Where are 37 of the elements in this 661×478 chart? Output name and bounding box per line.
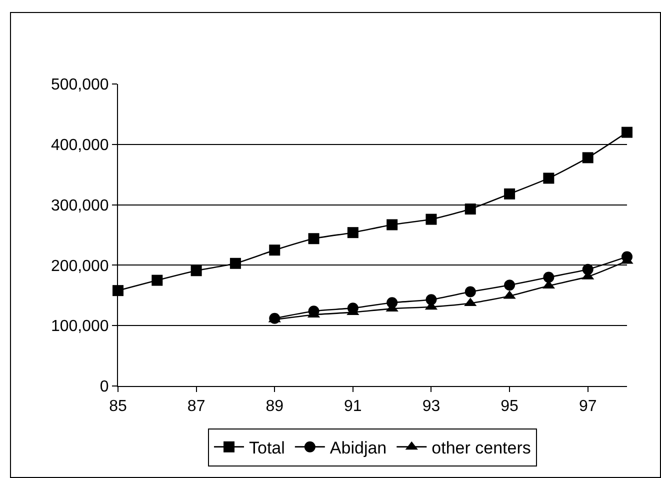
point [426,294,437,306]
y-tick-label: 500,000 [50,76,109,94]
point [308,233,320,244]
x-tick-label: 93 [422,398,440,416]
y-tick-label: 100,000 [50,318,109,336]
point [190,265,202,276]
point [112,285,124,296]
y-tick-label: 300,000 [50,197,109,214]
point [386,297,398,308]
point [543,172,554,184]
x-tick-label: 95 [500,398,519,416]
x-tick-label: 85 [109,398,127,416]
point [230,258,241,269]
y-tick-label: 200,000 [50,258,109,275]
legend-label: other centers [432,438,531,458]
y-tick-label: 0 [100,378,109,396]
point [426,214,437,225]
point [464,204,476,215]
point [152,274,163,286]
x-tick-label: 97 [578,398,597,416]
point [386,219,398,230]
legend-label: Total [249,438,285,458]
x-tick-label: 89 [266,398,284,416]
point [504,280,516,291]
x-tick-label: 87 [187,398,206,416]
point [504,188,516,200]
point [464,286,476,298]
y-tick-label: 400,000 [50,137,109,154]
x-tick-label: 91 [344,398,362,416]
point [269,244,280,256]
point [582,264,594,275]
point [582,152,594,164]
point [622,251,632,262]
legend-label: Abidjan [330,438,387,458]
point [347,227,358,238]
point [543,272,554,283]
point [622,126,632,138]
